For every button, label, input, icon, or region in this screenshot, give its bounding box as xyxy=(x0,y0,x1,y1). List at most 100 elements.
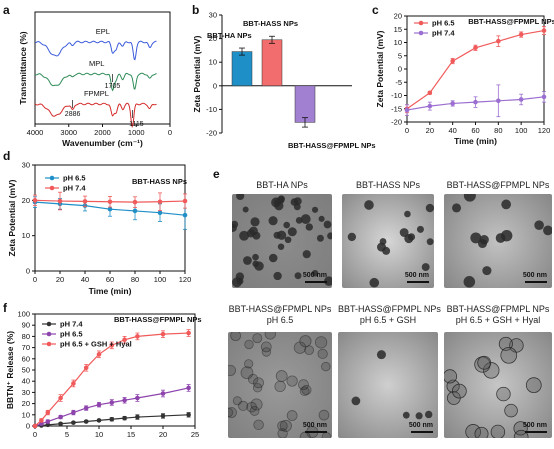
nanoparticle xyxy=(298,379,309,391)
x-tick-label: 120 xyxy=(538,126,551,135)
nanoparticle xyxy=(277,428,288,438)
nanoparticle xyxy=(253,419,264,431)
nanoparticle xyxy=(268,253,278,263)
nanoparticle xyxy=(314,336,328,349)
nanoparticle xyxy=(351,396,361,406)
data-point xyxy=(83,365,89,371)
nanoparticle xyxy=(286,410,298,421)
nanoparticle xyxy=(495,233,506,243)
chart-title: BBT-HASS NPs xyxy=(132,177,187,186)
tem-title: BBT-HASS@FPMPL NPs xyxy=(338,304,441,314)
x-tick-label: 3000 xyxy=(60,128,77,137)
nanoparticle xyxy=(452,203,462,213)
nanoparticle xyxy=(321,432,332,438)
y-tick-label: 0 xyxy=(26,422,30,431)
nanoparticle xyxy=(286,375,298,387)
data-point xyxy=(39,418,44,423)
y-tick-label: 30 xyxy=(22,161,30,170)
data-point xyxy=(39,421,44,427)
data-point xyxy=(58,414,63,420)
y-tick-label: -10 xyxy=(391,91,402,100)
nanoparticle xyxy=(299,386,310,397)
legend-label: pH 7.4 xyxy=(60,320,83,329)
scale-bar-label: 500 nm xyxy=(408,422,433,429)
data-point xyxy=(496,98,501,104)
panel-letter: c xyxy=(372,3,379,17)
data-point xyxy=(473,45,478,51)
tem-panel: BBT-HASS@FPMPL NPs pH 6.5 + GSH 500 nm xyxy=(338,304,441,438)
data-point xyxy=(58,395,63,401)
nanoparticle xyxy=(404,210,411,218)
nanoparticle xyxy=(407,233,416,241)
y-tick-label: 10 xyxy=(22,231,30,240)
tem-panel: BBT-HASS@FPMPL NPs 500 nm xyxy=(444,180,552,288)
annotation-label: 1705 xyxy=(105,83,121,90)
tem-title: BBT-HASS NPs xyxy=(355,180,420,190)
legend-marker xyxy=(49,185,55,191)
x-tick-label: 20 xyxy=(159,430,167,439)
y-tick-label: 20 xyxy=(22,196,30,205)
data-point xyxy=(186,412,191,418)
x-tick-label: 2000 xyxy=(94,128,111,137)
series-line xyxy=(34,102,157,129)
nanoparticle xyxy=(268,216,278,226)
tem-title: BBT-HASS@FPMPL NPs xyxy=(446,304,550,314)
nanoparticle xyxy=(274,380,286,393)
tem-micrograph: 500 nm xyxy=(444,332,552,438)
nanoparticle xyxy=(513,429,529,438)
nanoparticle xyxy=(317,348,328,359)
nanoparticle xyxy=(275,370,288,382)
data-point xyxy=(83,419,89,424)
y-tick-label: 60 xyxy=(22,354,30,363)
nanoparticle xyxy=(261,347,272,357)
data-point xyxy=(157,199,163,205)
nanoparticle xyxy=(244,339,254,350)
chart-title: BBT-HASS@FPMPL NPs xyxy=(468,17,554,26)
category-label: BBT-HA NPs xyxy=(207,31,252,40)
data-point xyxy=(186,385,191,391)
nanoparticle xyxy=(316,234,324,242)
nanoparticle xyxy=(376,350,386,360)
data-point xyxy=(109,343,115,348)
data-point xyxy=(496,38,501,44)
data-point xyxy=(96,402,102,408)
legend-marker xyxy=(46,321,52,327)
data-point xyxy=(541,28,547,33)
y-tick-label: 80 xyxy=(22,332,30,341)
nanoparticle xyxy=(232,396,242,406)
tem-micrograph: 500 nm xyxy=(338,332,438,438)
legend-label: pH 6.5 + GSH + Hyal xyxy=(60,340,132,349)
particle-layer xyxy=(444,336,542,438)
data-point xyxy=(32,423,38,429)
y-axis-label: Zeta Potential (mV) xyxy=(192,35,202,112)
nanoparticle xyxy=(277,196,285,204)
nanoparticle xyxy=(239,230,249,241)
y-tick-label: 10 xyxy=(209,58,217,67)
x-tick-label: 15 xyxy=(127,430,135,439)
y-tick-label: -20 xyxy=(206,129,217,138)
x-axis-label: Time (min) xyxy=(454,136,497,146)
legend-marker xyxy=(46,331,52,337)
data-point xyxy=(58,421,63,427)
scale-bar xyxy=(411,431,433,433)
data-point xyxy=(518,97,524,102)
y-tick-label: -15 xyxy=(391,104,402,113)
x-tick-label: 80 xyxy=(494,126,502,135)
nanoparticle xyxy=(426,238,434,246)
nanoparticle xyxy=(250,398,263,411)
tem-title: BBT-HASS@FPMPL NPs xyxy=(446,180,550,190)
nanoparticle xyxy=(240,366,254,380)
y-tick-label: -5 xyxy=(395,78,402,87)
nanoparticle xyxy=(243,256,252,265)
tem-micrograph: 500 nm xyxy=(228,332,332,438)
nanoparticle xyxy=(482,266,492,276)
legend-marker xyxy=(418,20,424,26)
nanoparticle xyxy=(501,199,512,210)
tem-micrograph: 500 nm xyxy=(232,194,332,288)
nanoparticle xyxy=(318,215,325,222)
nanoparticle xyxy=(230,332,242,342)
y-tick-label: 50 xyxy=(22,366,30,375)
scale-bar xyxy=(525,431,547,433)
nanoparticle xyxy=(305,223,313,231)
